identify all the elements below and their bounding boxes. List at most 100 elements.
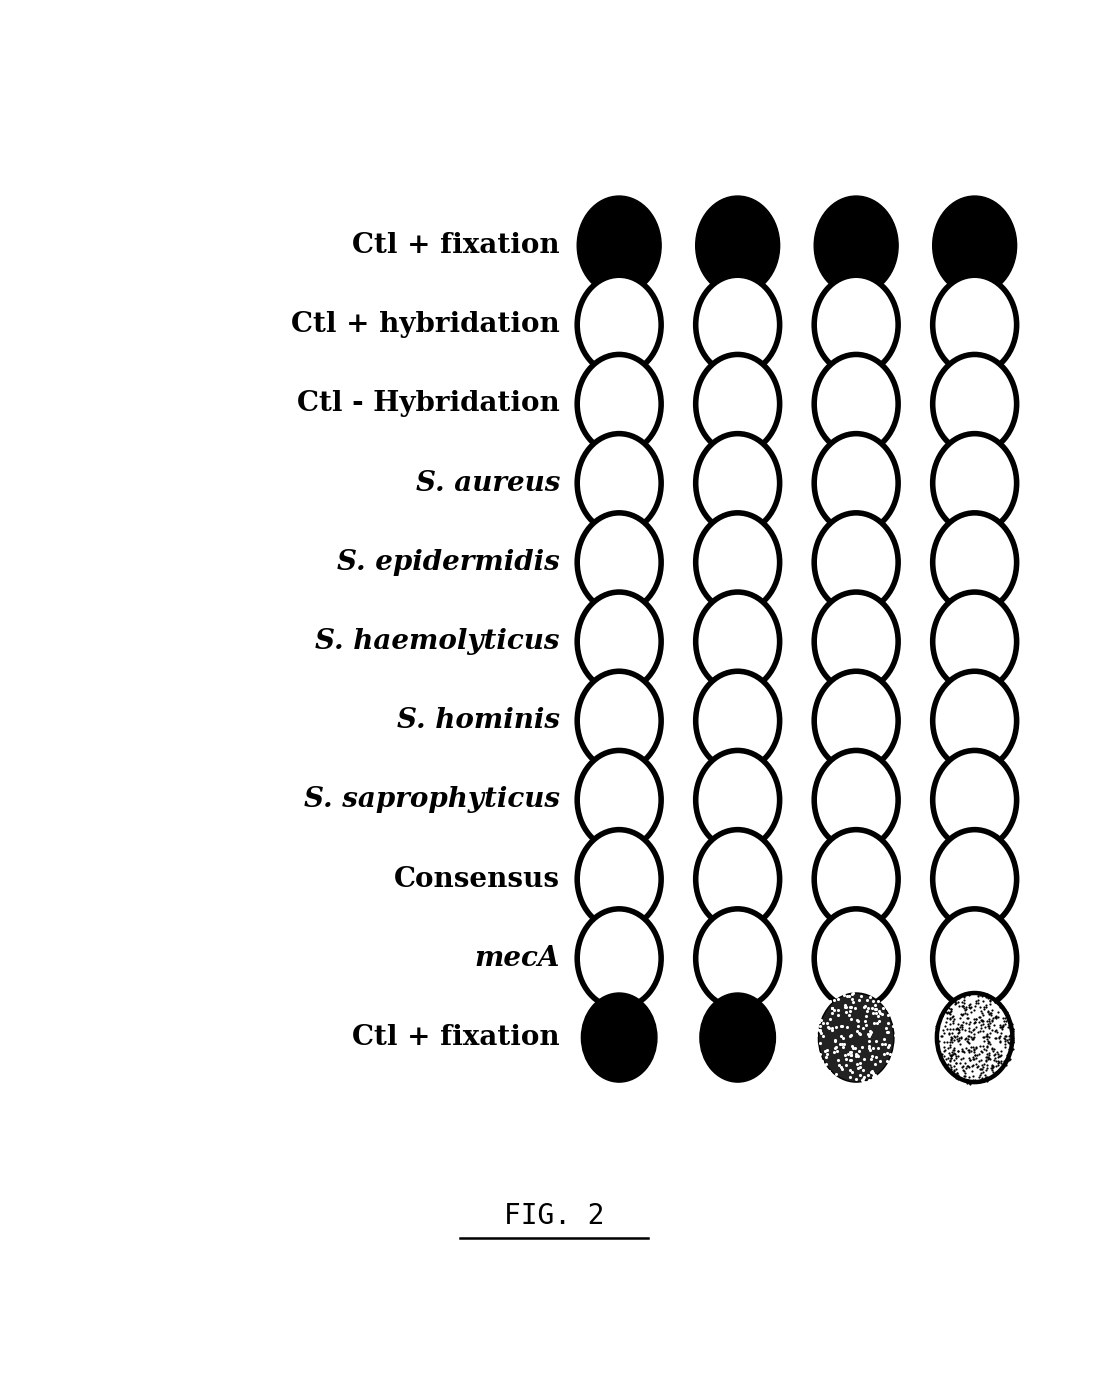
Point [842,1040,860,1063]
Point [871,1049,889,1071]
Point [987,1061,1005,1084]
Point [843,983,861,1006]
Point [940,1053,957,1075]
Point [981,1042,998,1064]
Point [979,1031,997,1053]
Point [960,1071,977,1093]
Point [973,985,991,1007]
Point [869,990,886,1013]
Point [966,1043,984,1066]
Point [835,1034,853,1056]
Point [974,1010,992,1032]
Point [989,1027,1007,1049]
Point [851,989,869,1011]
Point [947,1067,965,1089]
Point [954,1047,972,1070]
Point [964,1046,982,1068]
Ellipse shape [933,275,1017,374]
Point [983,1038,1001,1060]
Point [933,1006,951,1028]
Point [960,1068,977,1091]
Point [977,1066,995,1088]
Point [977,995,995,1017]
Point [985,1049,1003,1071]
Point [843,1060,861,1082]
Point [863,1060,881,1082]
Point [973,1067,991,1089]
Point [860,1031,878,1053]
Point [979,1013,997,1035]
Point [986,1043,1004,1066]
Point [978,1070,996,1092]
Point [992,1024,1009,1046]
Point [991,1031,1008,1053]
Point [970,989,987,1011]
Point [825,1029,843,1052]
Point [842,1024,860,1046]
Point [829,1040,847,1063]
Point [950,1018,967,1040]
Point [963,1054,981,1077]
Point [942,1043,960,1066]
Point [971,1066,988,1088]
Point [973,1000,991,1022]
Point [944,1061,962,1084]
Point [849,1053,866,1075]
Point [934,1020,952,1042]
Point [847,997,864,1020]
Point [861,1020,879,1042]
Point [981,1031,998,1053]
Ellipse shape [696,751,780,850]
Ellipse shape [577,829,661,929]
Point [945,1042,963,1064]
Ellipse shape [933,751,1017,850]
Point [964,1027,982,1049]
Point [865,1064,883,1086]
Point [956,1052,974,1074]
Point [955,1040,973,1063]
Point [975,1053,993,1075]
Ellipse shape [577,434,661,533]
Point [998,1002,1016,1024]
Point [942,1027,960,1049]
Point [993,1017,1010,1039]
Point [810,1018,828,1040]
Point [940,1042,957,1064]
Point [975,1027,993,1049]
Point [968,981,986,1003]
Point [961,1013,978,1035]
Point [841,1040,859,1063]
Point [841,1066,859,1088]
Point [1004,1031,1022,1053]
Point [942,1000,960,1022]
Point [942,1050,960,1072]
Point [956,1027,974,1049]
Point [848,1010,865,1032]
Point [956,982,974,1004]
Point [841,1059,859,1081]
Point [868,1046,885,1068]
Point [968,1043,986,1066]
Point [978,1025,996,1047]
Point [812,1010,830,1032]
Point [978,1035,996,1057]
Point [989,1006,1007,1028]
Point [972,1020,989,1042]
Point [856,995,874,1017]
Point [989,1053,1007,1075]
Point [838,1000,855,1022]
Text: FIG. 2: FIG. 2 [504,1202,604,1230]
Point [950,1018,967,1040]
Point [965,1049,983,1071]
Point [983,1057,1001,1079]
Point [863,1045,881,1067]
Point [974,990,992,1013]
Point [948,1061,966,1084]
Point [954,1054,972,1077]
Ellipse shape [814,829,899,929]
Point [998,1000,1016,1022]
Point [971,1071,988,1093]
Point [811,1042,829,1064]
Point [860,1024,878,1046]
Point [1004,1017,1022,1039]
